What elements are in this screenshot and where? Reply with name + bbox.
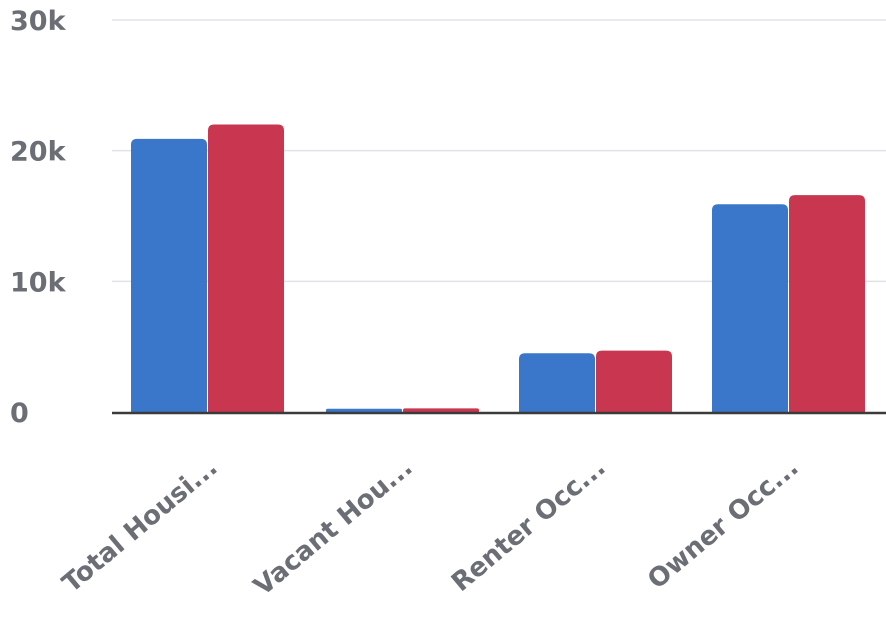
bar-group	[519, 350, 672, 412]
x-tick-label: Renter Occ...	[446, 452, 611, 598]
y-tick-label: 20k	[10, 137, 67, 168]
x-tick-labels: Total Housi... Vacant Hou... Renter Occ...…	[57, 452, 805, 602]
y-tick-label: 0	[10, 398, 29, 429]
bar	[789, 195, 865, 412]
bar	[403, 408, 479, 412]
bar-group	[131, 124, 284, 413]
bar	[326, 408, 402, 412]
bar-group	[712, 195, 865, 412]
y-tick-label: 30k	[10, 6, 67, 37]
x-tick-label: Total Housi...	[57, 452, 224, 599]
bar	[712, 204, 788, 412]
bar	[208, 124, 284, 413]
bars	[131, 124, 865, 413]
y-tick-labels: 0 10k 20k 30k	[10, 6, 67, 429]
bar	[131, 138, 207, 412]
bar	[596, 350, 672, 412]
bar-group	[326, 408, 479, 412]
x-tick-label: Vacant Hou...	[248, 452, 418, 602]
x-tick-label: Owner Occ...	[642, 452, 804, 595]
bar	[519, 353, 595, 412]
y-tick-label: 10k	[10, 267, 67, 298]
